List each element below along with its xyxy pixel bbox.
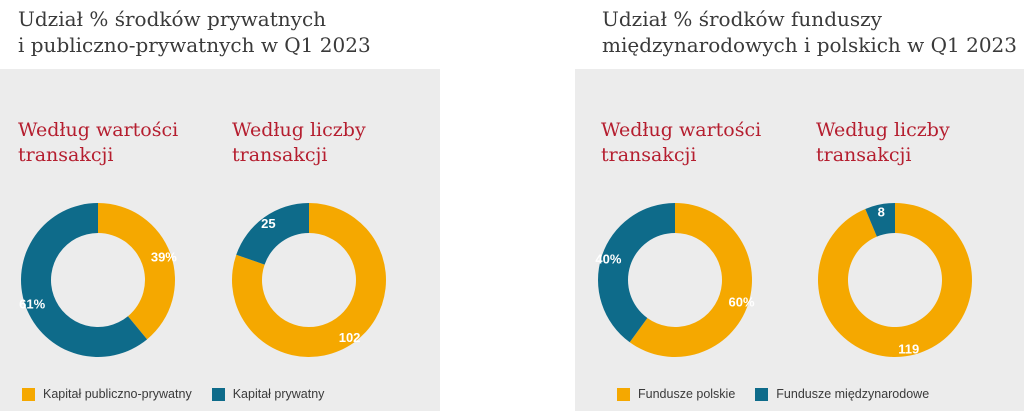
legend: Fundusze polskie Fundusze międzynarodowe	[617, 387, 949, 401]
slice-data-label: 119	[898, 342, 919, 357]
chart-card: Według wartości transakcji Według liczby…	[575, 69, 1024, 411]
legend-item-polish-funds: Fundusze polskie	[617, 387, 735, 401]
slice-data-label: 102	[339, 330, 361, 345]
slice-data-label: 39%	[151, 249, 177, 264]
donut-chart-value: 60% 40%	[595, 203, 755, 357]
donut-slice-orange	[232, 203, 387, 357]
legend-item-public-private: Kapitał publiczno-prywatny	[22, 387, 192, 401]
donut-chart-count: 102 25	[232, 203, 387, 357]
chart-title-line2: transakcji	[816, 144, 912, 166]
chart-title-value: Według wartości transakcji	[601, 118, 761, 168]
chart-title-count: Według liczby transakcji	[816, 118, 950, 168]
legend: Kapitał publiczno-prywatny Kapitał prywa…	[22, 387, 344, 401]
chart-title-line1: Według liczby	[232, 119, 366, 141]
chart-title-line2: transakcji	[601, 144, 697, 166]
donut-slice-teal	[236, 203, 309, 265]
legend-swatch-orange	[617, 387, 630, 401]
panel-title-line2: i publiczno-prywatnych w Q1 2023	[18, 33, 371, 57]
legend-swatch-orange	[22, 387, 35, 401]
chart-card: Według wartości transakcji Według liczby…	[0, 69, 440, 411]
donut-slice-teal	[865, 203, 895, 237]
legend-label: Fundusze międzynarodowe	[776, 387, 930, 401]
legend-label: Kapitał prywatny	[232, 387, 325, 401]
panel-title-line2: międzynarodowych i polskich w Q1 2023	[602, 33, 1018, 57]
legend-item-private: Kapitał prywatny	[211, 387, 325, 401]
slice-data-label: 8	[878, 204, 885, 219]
donut-slice-orange	[98, 203, 176, 340]
slice-data-label: 25	[261, 216, 275, 231]
chart-title-line1: Według wartości	[18, 119, 179, 141]
slice-data-label: 61%	[19, 297, 45, 312]
legend-item-international-funds: Fundusze międzynarodowe	[755, 387, 929, 401]
donut-slice-teal	[21, 203, 148, 357]
chart-title-line1: Według liczby	[816, 119, 950, 141]
legend-label: Kapitał publiczno-prywatny	[43, 387, 192, 401]
donut-chart-value: 39% 61%	[19, 203, 177, 357]
chart-title-count: Według liczby transakcji	[232, 118, 366, 168]
panel-title-line1: Udział % środków prywatnych	[18, 7, 327, 31]
donut-slice-orange	[629, 203, 752, 357]
panel-title: Udział % środków prywatnych i publiczno-…	[18, 6, 371, 58]
donut-slice-orange	[818, 203, 972, 357]
chart-title-line1: Według wartości	[601, 119, 762, 141]
slice-data-label: 60%	[729, 295, 755, 310]
chart-title-line2: transakcji	[18, 144, 114, 166]
slice-data-label: 40%	[595, 251, 621, 266]
legend-swatch-teal	[755, 387, 769, 401]
panel-title-line1: Udział % środków funduszy	[602, 7, 882, 31]
chart-title-value: Według wartości transakcji	[18, 118, 178, 168]
panel-title: Udział % środków funduszy międzynarodowy…	[602, 6, 1017, 58]
donut-chart-count: 119 8	[818, 203, 972, 357]
donut-slice-teal	[598, 203, 675, 343]
legend-swatch-teal	[211, 387, 225, 401]
chart-title-line2: transakcji	[232, 144, 328, 166]
legend-label: Fundusze polskie	[638, 387, 736, 401]
